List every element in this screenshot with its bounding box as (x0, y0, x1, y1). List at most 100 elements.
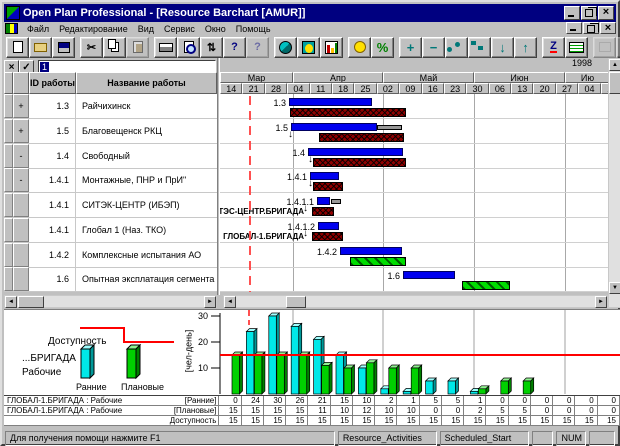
gantt-bar-label: 1.6 (387, 271, 400, 282)
copy-icon (107, 39, 116, 49)
open-folder-button[interactable] (29, 36, 52, 58)
gantt-bar-baseline[interactable] (319, 132, 404, 142)
row-selector[interactable] (4, 267, 13, 292)
move-down-button[interactable]: ↓ (491, 36, 514, 58)
pane-splitter[interactable] (217, 58, 220, 295)
scroll-up-icon[interactable]: ▲ (609, 59, 620, 71)
child-close-button[interactable]: × (600, 22, 616, 34)
screen-view-button[interactable] (565, 36, 588, 58)
expand-toggle[interactable] (13, 217, 29, 242)
menu-вид[interactable]: Вид (137, 24, 154, 34)
gantt-bar-plan[interactable] (317, 197, 330, 205)
scroll-down-icon[interactable]: ▼ (609, 282, 620, 294)
cut-button[interactable]: ✂ (80, 36, 103, 58)
menu-сервис[interactable]: Сервис (164, 24, 195, 34)
close-icon: × (602, 6, 610, 18)
expand-toggle[interactable] (13, 242, 29, 267)
minimize-button[interactable] (564, 6, 580, 20)
menu-окно[interactable]: Окно (204, 24, 226, 34)
add-activity-button[interactable]: + (399, 36, 422, 58)
child-restore-button[interactable] (583, 22, 599, 34)
menu-помощь[interactable]: Помощь (235, 24, 271, 34)
expand-toggle[interactable]: + (13, 118, 29, 143)
table-row[interactable]: -1.4.1 Монтажные, ПНР и ПрИ" (4, 168, 217, 194)
row-selector[interactable] (4, 193, 13, 217)
expand-toggle[interactable] (13, 267, 29, 292)
gantt-bar-plan[interactable] (308, 147, 403, 156)
scroll-left-icon[interactable]: ◄ (5, 296, 17, 308)
gantt-bar-float[interactable] (377, 124, 402, 130)
scroll-right-icon[interactable]: ► (204, 296, 216, 308)
row-selector[interactable] (4, 217, 13, 242)
close-button[interactable]: × (598, 6, 614, 20)
table-row[interactable]: +1.5 Благовещенск РКЦ (4, 118, 217, 144)
table-row[interactable]: -1.4 Свободный (4, 143, 217, 169)
gantt-bar-progress[interactable] (462, 281, 510, 291)
network-view-button[interactable] (468, 36, 491, 58)
row-selector[interactable] (4, 143, 13, 168)
window-title: Open Plan Professional - [Resource Barch… (23, 7, 306, 19)
time-analysis-button[interactable]: Z (542, 36, 565, 58)
milestone-arrow-icon: ↓ (303, 203, 308, 214)
time-clock-button[interactable] (274, 36, 297, 58)
expand-toggle[interactable]: - (13, 168, 29, 193)
gantt-hscrollbar[interactable]: ◄ ► (223, 295, 608, 308)
gantt-bar-baseline[interactable] (290, 108, 406, 117)
child-minimize-button[interactable] (566, 22, 582, 34)
gantt-bar-baseline[interactable] (313, 182, 343, 192)
resource-view-button[interactable] (297, 36, 320, 58)
expand-toggle[interactable]: - (13, 143, 29, 168)
new-document-button[interactable] (6, 36, 29, 58)
gantt-hscroll-thumb[interactable] (286, 296, 306, 308)
gantt-bar-plan[interactable] (310, 172, 339, 181)
barchart-view-button[interactable] (320, 36, 343, 58)
row-selector[interactable] (4, 94, 13, 118)
gantt-bar-baseline[interactable] (312, 231, 343, 241)
gantt-bar-baseline[interactable] (312, 207, 334, 216)
restore-button[interactable] (581, 6, 597, 20)
move-up-button[interactable]: ↑ (514, 36, 537, 58)
gantt-bar-progress[interactable] (350, 256, 406, 266)
expand-toggle[interactable]: + (13, 94, 29, 118)
row-selector-header (4, 72, 13, 94)
cut-icon: ✂ (86, 41, 97, 54)
table-hscroll-thumb[interactable] (18, 296, 44, 308)
table-hscrollbar[interactable]: ◄ ► (4, 295, 217, 308)
table-row[interactable]: 1.4.1 СИТЭК-ЦЕНТР (ИБЭП) (4, 193, 217, 218)
gantt-bar-plan[interactable] (291, 122, 377, 131)
gantt-vscroll-thumb[interactable] (609, 72, 620, 94)
table-row[interactable]: 1.4.1 Глобал 1 (Наз. ТКО) (4, 217, 217, 243)
table-row[interactable]: 1.6 Опытная эксплатация сегмента (4, 267, 217, 292)
gantt-bar-plan[interactable] (403, 271, 455, 280)
table-row[interactable]: +1.3 Райчихинск (4, 94, 217, 119)
link-activities-button[interactable] (445, 36, 468, 58)
print-preview-button[interactable] (177, 36, 200, 58)
column-header-name[interactable]: Название работы (76, 72, 217, 94)
gantt-bar-plan[interactable] (289, 98, 372, 106)
menu-файл[interactable]: Файл (27, 24, 50, 34)
table-row[interactable]: 1.4.2 Комплексные испытания АО (4, 242, 217, 268)
column-header-id[interactable]: ID работы (29, 72, 76, 94)
menu-редактирование[interactable]: Редактирование (59, 24, 128, 34)
copy-button[interactable] (103, 36, 126, 58)
remove-activity-button[interactable]: − (422, 36, 445, 58)
row-selector[interactable] (4, 242, 13, 267)
scroll-left-icon[interactable]: ◄ (224, 296, 236, 308)
sort-activities-button[interactable]: ⇅ (200, 36, 223, 58)
gantt-bar-plan[interactable] (318, 221, 339, 230)
gantt-bar-float[interactable] (331, 199, 341, 204)
scroll-right-icon[interactable]: ► (595, 296, 607, 308)
save-button[interactable] (52, 36, 75, 58)
resource-value-cell: 15 (442, 416, 465, 425)
expand-toggle[interactable] (13, 193, 29, 217)
cost-view-button[interactable] (348, 36, 371, 58)
row-selector[interactable] (4, 168, 13, 193)
help-button[interactable]: ? (223, 36, 246, 58)
row-selector[interactable] (4, 118, 13, 143)
document-window-icon[interactable] (5, 22, 18, 34)
gantt-bar-plan[interactable] (340, 246, 402, 255)
print-button[interactable] (154, 36, 177, 58)
percent-complete-button[interactable]: % (371, 36, 394, 58)
gantt-bar-baseline[interactable] (313, 157, 406, 167)
gantt-vscrollbar[interactable]: ▲ ▼ (608, 58, 620, 308)
